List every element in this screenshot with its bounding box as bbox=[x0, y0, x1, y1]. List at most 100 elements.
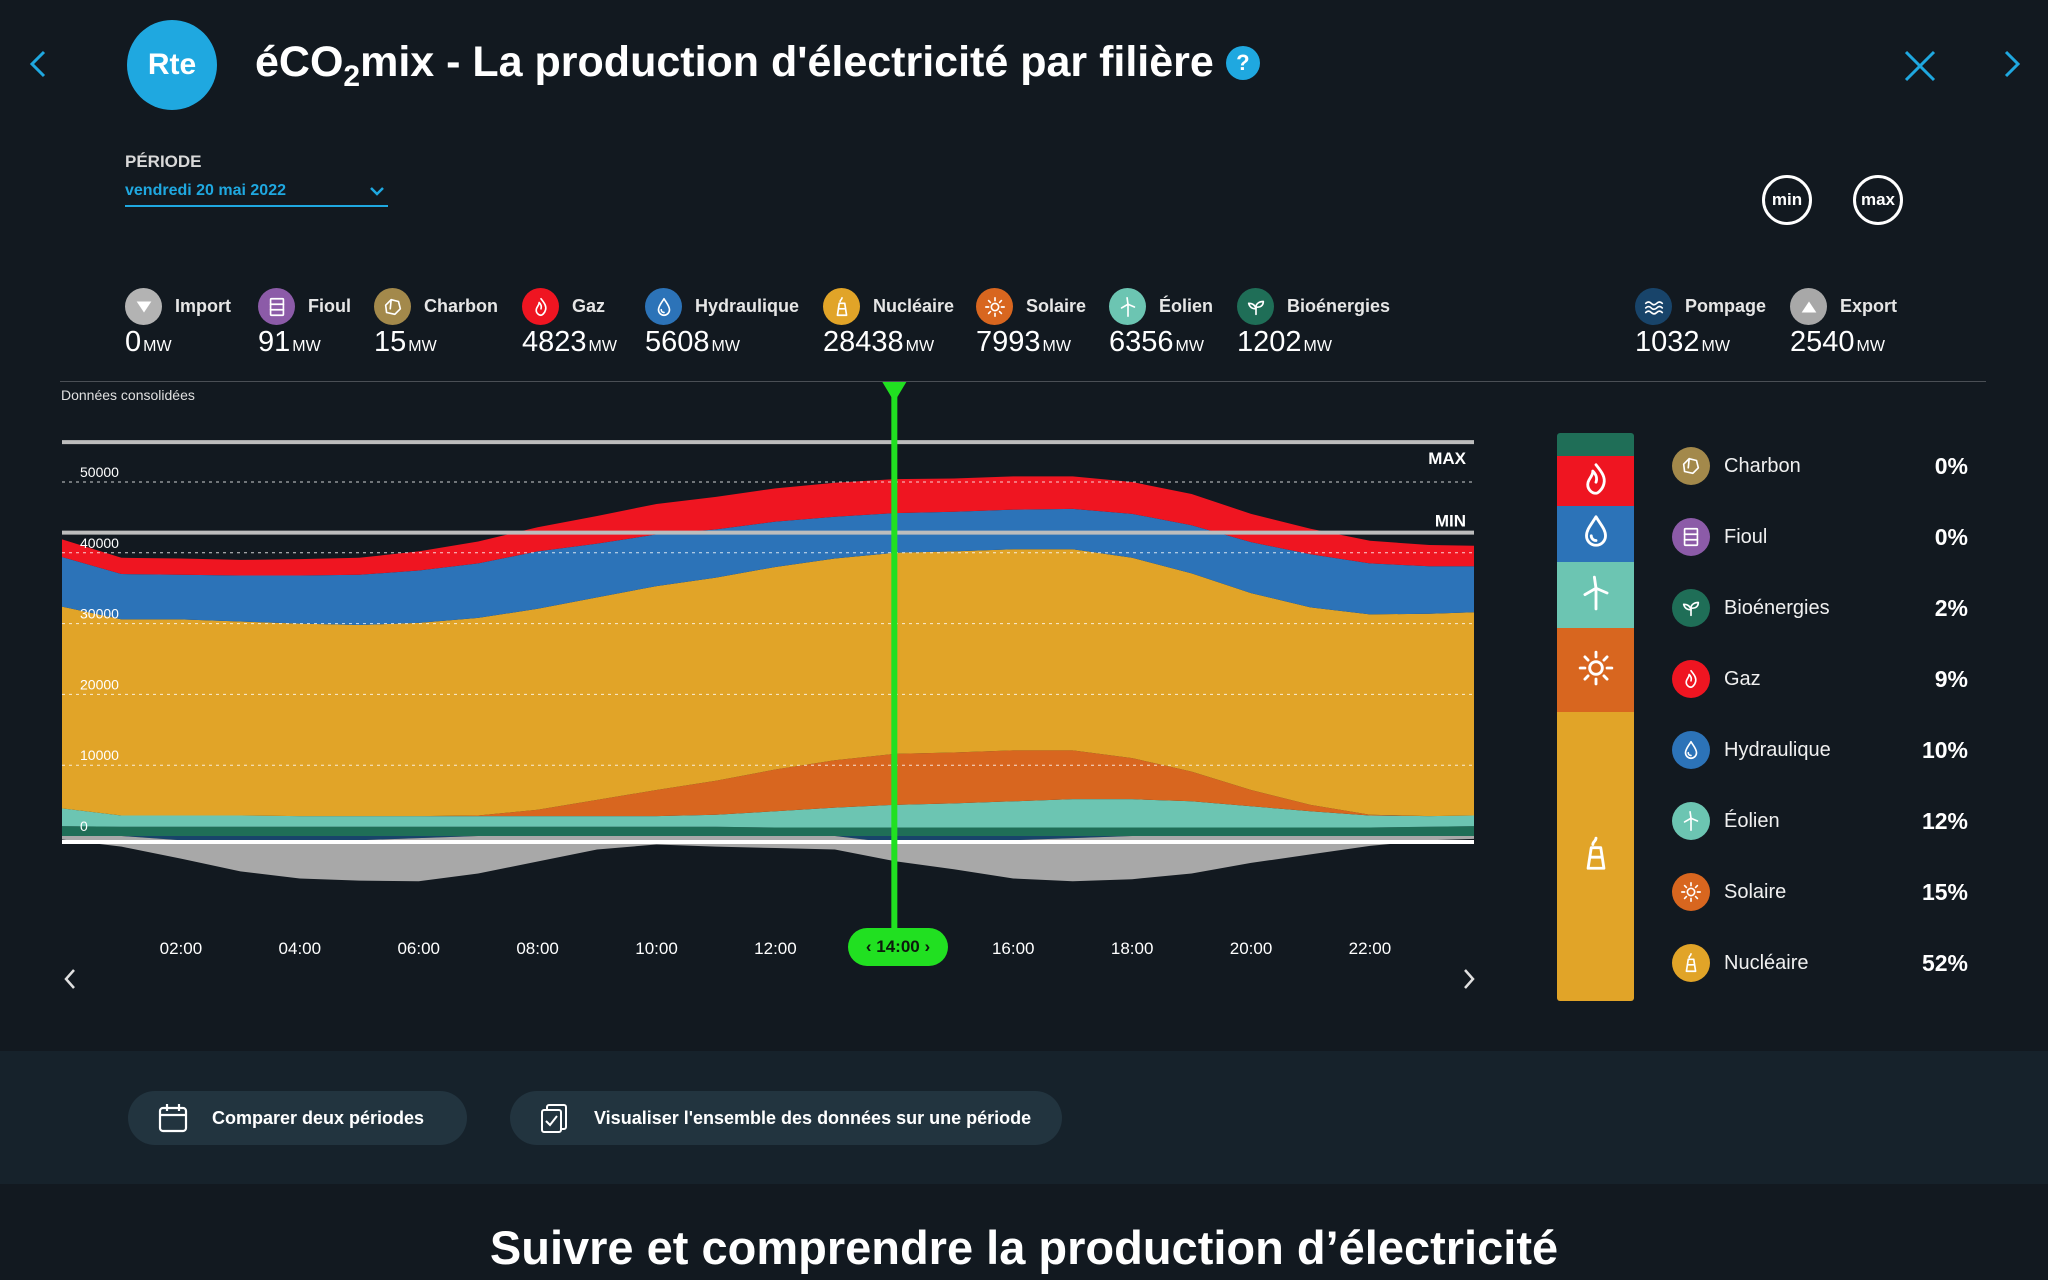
waves-icon bbox=[1635, 288, 1672, 325]
source-unit: MW bbox=[1042, 338, 1071, 355]
source-name: Hydraulique bbox=[695, 296, 800, 316]
cursor-time: 14:00 bbox=[876, 937, 920, 956]
source-value: 7993 MW bbox=[976, 326, 1071, 359]
legend-percent: 0% bbox=[1934, 524, 1968, 550]
source-number: 1032 bbox=[1635, 326, 1700, 358]
water-drop-icon bbox=[645, 288, 682, 325]
source-value: 1202 MW bbox=[1237, 326, 1332, 359]
y-tick-label: 50000 bbox=[80, 464, 119, 480]
coal-icon bbox=[374, 288, 411, 325]
period-value: vendredi 20 mai 2022 bbox=[125, 182, 286, 199]
source-name: Solaire bbox=[1026, 296, 1087, 316]
source-number: 1202 bbox=[1237, 326, 1302, 358]
legend-item-hydraulique[interactable]: Hydraulique 10% bbox=[1672, 731, 1972, 771]
legend-percent: 9% bbox=[1934, 666, 1968, 692]
legend-item-bioénergies[interactable]: Bioénergies 2% bbox=[1672, 589, 1972, 629]
legend-percent: 10% bbox=[1921, 737, 1968, 763]
wind-turbine-icon bbox=[1577, 574, 1615, 617]
legend-percent: 52% bbox=[1921, 950, 1968, 976]
legend-item-solaire[interactable]: Solaire 15% bbox=[1672, 873, 1972, 913]
source-name: Bioénergies bbox=[1287, 296, 1391, 316]
series-area-gaz bbox=[62, 476, 1474, 576]
source-name: Gaz bbox=[572, 296, 606, 316]
source-unit: MW bbox=[1175, 338, 1204, 355]
view-all-data-button[interactable]: Visualiser l'ensemble des données sur un… bbox=[510, 1091, 1062, 1145]
min-button[interactable]: min bbox=[1762, 175, 1812, 225]
compare-periods-label: Comparer deux périodes bbox=[212, 1107, 425, 1128]
close-icon[interactable] bbox=[1898, 44, 1942, 88]
source-number: 91 bbox=[258, 326, 291, 358]
legend-percent: 15% bbox=[1921, 879, 1968, 905]
legend-name: Solaire bbox=[1724, 881, 1787, 903]
source-name: Fioul bbox=[308, 296, 351, 316]
source-unit: MW bbox=[143, 338, 172, 355]
series-area-nucléaire bbox=[62, 549, 1474, 817]
production-chart[interactable]: 0 10000 20000 30000 40000 50000 MAX MIN 02:00 04:… bbox=[60, 380, 1500, 980]
mix-segment-éolien bbox=[1557, 561, 1634, 629]
legend-item-fioul[interactable]: Fioul 0% bbox=[1672, 518, 1972, 558]
x-tick-label: 10:00 bbox=[635, 939, 678, 958]
y-tick-label: 10000 bbox=[80, 747, 119, 763]
mix-segment-bioénergies bbox=[1557, 445, 1634, 457]
title-part-2: mix - La production d'électricité par fi… bbox=[360, 38, 1214, 86]
coal-icon bbox=[1672, 447, 1710, 485]
legend-item-éolien[interactable]: Éolien 12% bbox=[1672, 802, 1972, 842]
max-button[interactable]: max bbox=[1853, 175, 1903, 225]
source-unit: MW bbox=[1303, 338, 1332, 355]
legend-name: Bioénergies bbox=[1724, 597, 1830, 619]
source-name: Pompage bbox=[1685, 296, 1767, 316]
compare-periods-button[interactable]: Comparer deux périodes bbox=[128, 1091, 467, 1145]
source-number: 2540 bbox=[1790, 326, 1855, 358]
section-title: Suivre et comprendre la production d’éle… bbox=[489, 1221, 1559, 1274]
x-tick-label: 08:00 bbox=[516, 939, 559, 958]
x-tick-label: 20:00 bbox=[1230, 939, 1273, 958]
legend-item-nucléaire[interactable]: Nucléaire 52% bbox=[1672, 944, 1972, 984]
documents-check-icon bbox=[541, 1104, 567, 1133]
period-dropdown[interactable]: vendredi 20 mai 2022 bbox=[125, 180, 388, 207]
fuel-oil-icon bbox=[1672, 518, 1710, 556]
source-value: 28438 MW bbox=[823, 326, 934, 359]
x-tick-label: 22:00 bbox=[1349, 939, 1392, 958]
source-value: 2540 MW bbox=[1790, 326, 1885, 359]
help-icon[interactable]: ? bbox=[1225, 46, 1260, 80]
series-area-export bbox=[62, 836, 1474, 882]
legend-item-charbon[interactable]: Charbon 0% bbox=[1672, 447, 1972, 487]
wind-turbine-icon bbox=[1672, 802, 1710, 840]
source-value: 91 MW bbox=[258, 326, 321, 359]
source-number: 15 bbox=[374, 326, 407, 358]
export-icon bbox=[1790, 288, 1827, 325]
mix-segment-gaz bbox=[1557, 456, 1634, 507]
series-area-bioénergies bbox=[62, 826, 1474, 836]
source-value: 6356 MW bbox=[1109, 326, 1204, 359]
x-tick-label: 06:00 bbox=[397, 939, 440, 958]
divider bbox=[60, 381, 1986, 382]
chevron-down-icon bbox=[370, 187, 384, 196]
source-unit: MW bbox=[905, 338, 935, 355]
source-number: 4823 bbox=[522, 326, 587, 358]
nuclear-plant-icon bbox=[1577, 835, 1615, 878]
source-value: 1032 MW bbox=[1635, 326, 1730, 359]
legend-item-gaz[interactable]: Gaz 9% bbox=[1672, 660, 1972, 700]
mix-segment-solaire bbox=[1557, 628, 1634, 712]
view-all-data-label: Visualiser l'ensemble des données sur un… bbox=[594, 1107, 1032, 1128]
source-name: Export bbox=[1840, 296, 1898, 316]
legend-name: Charbon bbox=[1724, 455, 1801, 477]
source-name: Import bbox=[175, 296, 231, 316]
series-area-pompage bbox=[62, 836, 1474, 844]
gas-flame-icon bbox=[522, 288, 559, 325]
chart-next-arrow-icon[interactable] bbox=[1454, 964, 1484, 994]
title-part-1: éCO bbox=[255, 38, 344, 86]
next-page-arrow-icon[interactable] bbox=[1992, 44, 2032, 84]
legend-name: Éolien bbox=[1724, 810, 1780, 832]
source-unit: MW bbox=[711, 338, 740, 355]
chart-prev-arrow-icon[interactable] bbox=[55, 964, 85, 994]
x-tick-label: 04:00 bbox=[279, 939, 322, 958]
source-unit: MW bbox=[588, 338, 617, 355]
series-area-éolien bbox=[62, 799, 1474, 828]
wind-turbine-icon bbox=[1109, 288, 1146, 325]
gas-flame-icon bbox=[1672, 660, 1710, 698]
legend-name: Nucléaire bbox=[1724, 952, 1809, 974]
previous-page-arrow-icon[interactable] bbox=[18, 44, 58, 84]
time-cursor-pill[interactable]: ‹ 14:00 › bbox=[848, 928, 948, 966]
source-value: 0 MW bbox=[125, 326, 172, 359]
